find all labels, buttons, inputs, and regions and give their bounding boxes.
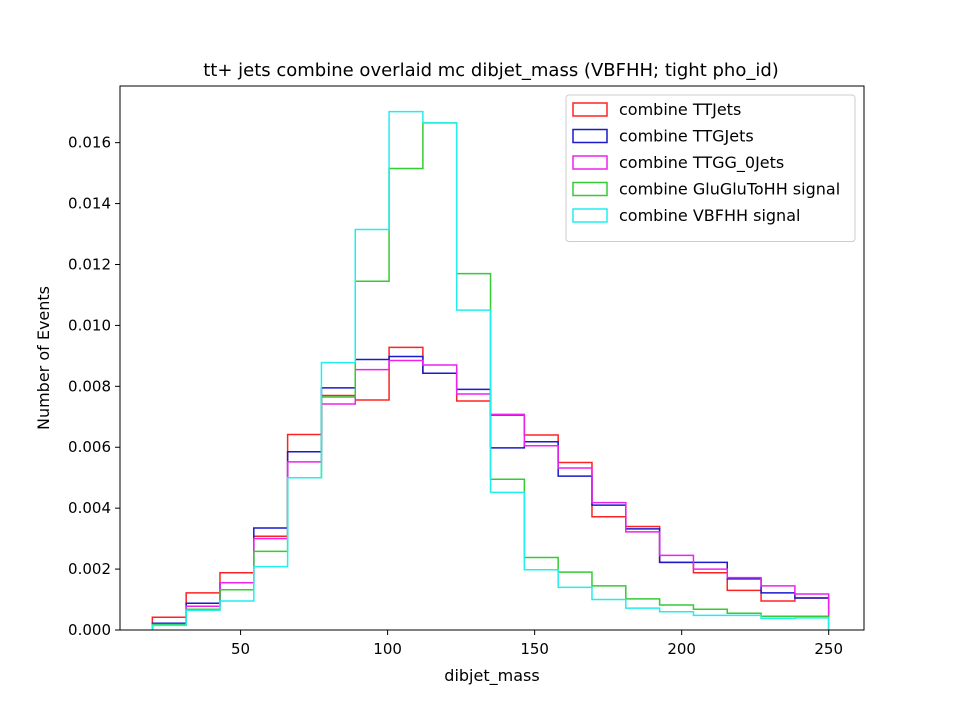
x-tick-label: 100 xyxy=(373,640,402,658)
y-axis: 0.000 0.002 0.004 0.006 0.008 0.010 0.012 0.014… xyxy=(68,134,120,639)
x-tick-label: 250 xyxy=(814,640,843,658)
y-tick-label: 0.010 xyxy=(68,316,111,334)
x-axis: 50 100 150 200 250 xyxy=(231,630,843,658)
y-tick-label: 0.014 xyxy=(68,195,111,213)
legend-box xyxy=(565,94,856,242)
y-tick-label: 0.008 xyxy=(68,377,111,395)
y-tick-label: 0.002 xyxy=(68,560,111,578)
y-tick-label: 0.016 xyxy=(68,134,111,152)
x-axis-label: dibjet_mass xyxy=(444,666,539,686)
legend-label: combine TTGG_0Jets xyxy=(619,153,784,173)
legend-label: combine GluGluToHH signal xyxy=(619,180,840,199)
x-tick-label: 150 xyxy=(520,640,549,658)
legend-swatch xyxy=(572,102,608,117)
plot-frame xyxy=(119,85,865,631)
y-tick-label: 0.006 xyxy=(68,438,111,456)
chart-title: tt+ jets combine overlaid mc dibjet_mass… xyxy=(203,60,779,81)
legend-swatch xyxy=(572,208,608,223)
legend-label: combine TTGJets xyxy=(619,127,754,146)
series-4-histogram xyxy=(151,122,830,630)
y-tick-label: 0.004 xyxy=(68,499,111,517)
y-tick-label: 0.000 xyxy=(68,621,111,639)
y-tick-label: 0.012 xyxy=(68,255,111,273)
legend-label: combine TTJets xyxy=(619,100,741,119)
legend: combine TTJets combine TTGJets combine TTG… xyxy=(565,94,856,242)
series-layer xyxy=(151,110,830,630)
series-5-histogram xyxy=(151,110,830,630)
legend-label: combine VBFHH signal xyxy=(619,206,800,225)
legend-swatch xyxy=(572,155,608,170)
legend-swatch xyxy=(572,181,608,197)
x-tick-label: 200 xyxy=(667,640,696,658)
legend-swatch xyxy=(572,128,608,144)
y-axis-label: Number of Events xyxy=(34,286,53,430)
x-tick-label: 50 xyxy=(231,640,250,658)
